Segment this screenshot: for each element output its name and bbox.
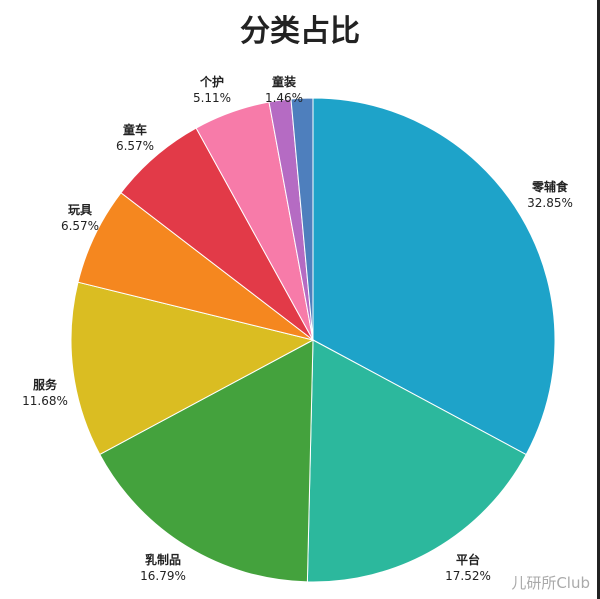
slice-name: 童装 bbox=[271, 75, 296, 89]
slice-label-4: 玩具 6.57% bbox=[61, 202, 99, 234]
slice-percent: 6.57% bbox=[115, 139, 155, 153]
chart-title: 分类占比 bbox=[240, 14, 360, 49]
pie-slice-2 bbox=[99, 339, 314, 583]
slice-label-6: 个护 5.11% bbox=[193, 74, 231, 106]
border bbox=[597, 0, 600, 599]
watermark: 儿研所Club bbox=[511, 574, 590, 592]
slice-label-2: 乳制品 16.79% bbox=[140, 552, 186, 584]
slice-percent: 5.11% bbox=[192, 91, 232, 105]
slice-percent: 11.68% bbox=[22, 394, 68, 408]
slice-name: 玩具 bbox=[67, 203, 92, 217]
slice-name: 零辅食 bbox=[531, 180, 569, 194]
slice-label-7: 童装 1.46% bbox=[265, 74, 303, 106]
slice-percent: 1.46% bbox=[264, 91, 304, 105]
slice-percent: 17.52% bbox=[445, 569, 491, 583]
slice-label-3: 服务 11.68% bbox=[22, 377, 68, 409]
slice-percent: 16.79% bbox=[140, 569, 186, 583]
slice-name: 个护 bbox=[199, 75, 224, 89]
pie-slice-8 bbox=[290, 97, 314, 341]
pie-slice-1 bbox=[306, 339, 527, 583]
slice-label-0: 零辅食 32.85% bbox=[527, 179, 573, 211]
slice-percent: 32.85% bbox=[527, 196, 573, 210]
slice-label-5: 童车 6.57% bbox=[116, 122, 154, 154]
pie-slice-0 bbox=[312, 97, 556, 456]
slice-name: 童车 bbox=[122, 123, 147, 137]
slice-name: 平台 bbox=[455, 553, 481, 567]
slice-percent: 6.57% bbox=[60, 219, 100, 233]
slice-name: 乳制品 bbox=[144, 553, 182, 567]
slice-label-1: 平台 17.52% bbox=[445, 552, 491, 584]
slice-name: 服务 bbox=[32, 378, 58, 392]
